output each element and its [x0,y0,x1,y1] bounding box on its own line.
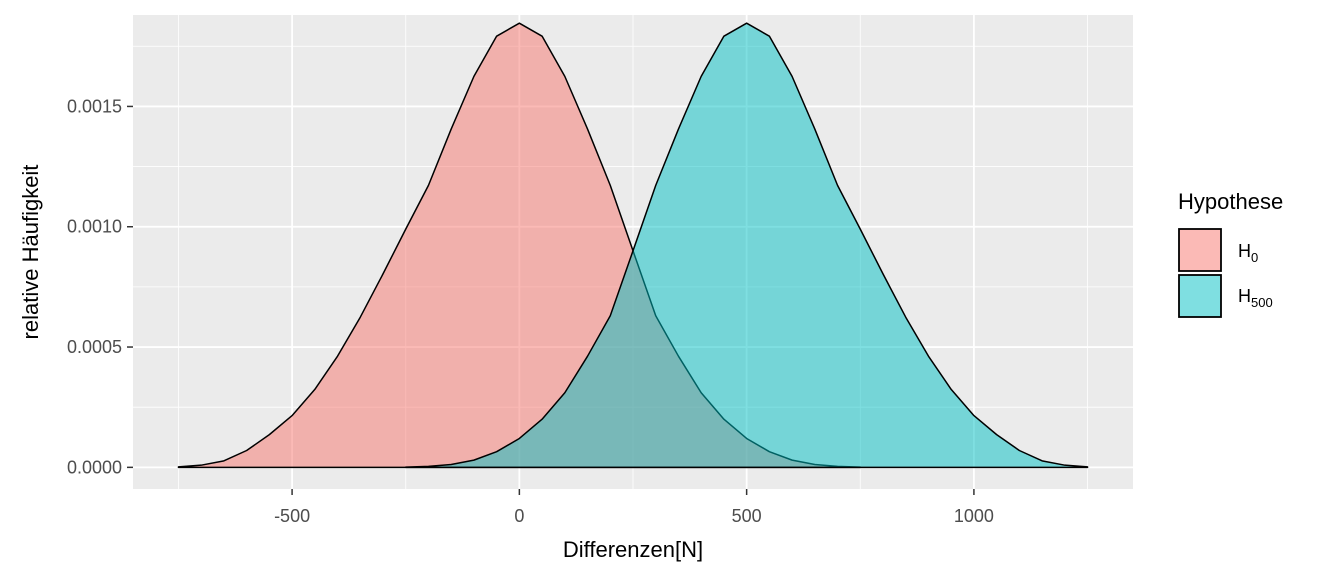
legend-key-h500 [1178,274,1222,318]
x-axis: -500 0 500 1000 [274,489,994,526]
x-tick-label: 1000 [954,506,994,526]
y-tick-label: 0.0005 [67,337,122,357]
y-axis: 0.0000 0.0005 0.0010 0.0015 [67,96,133,477]
legend-key-h0 [1178,228,1222,272]
x-axis-title: Differenzen[N] [563,537,703,562]
y-tick-label: 0.0010 [67,217,122,237]
y-tick-label: 0.0015 [67,96,122,116]
legend-label-h500-base: H [1238,286,1251,306]
legend-label-h500: H500 [1238,286,1273,310]
legend: Hypothese H0 H500 [1178,189,1283,318]
legend-label-h0-sub: 0 [1251,250,1258,265]
y-tick-label: 0.0000 [67,457,122,477]
x-tick-label: 0 [514,506,524,526]
legend-title: Hypothese [1178,189,1283,214]
legend-label-h0-base: H [1238,241,1251,261]
density-areas [177,22,1089,469]
y-axis-title: relative Häufigkeit [18,165,43,340]
legend-label-h500-sub: 500 [1251,295,1273,310]
density-area-h500 [404,22,1089,469]
legend-label-h0: H0 [1238,241,1258,265]
x-tick-label: 500 [732,506,762,526]
x-tick-label: -500 [274,506,310,526]
